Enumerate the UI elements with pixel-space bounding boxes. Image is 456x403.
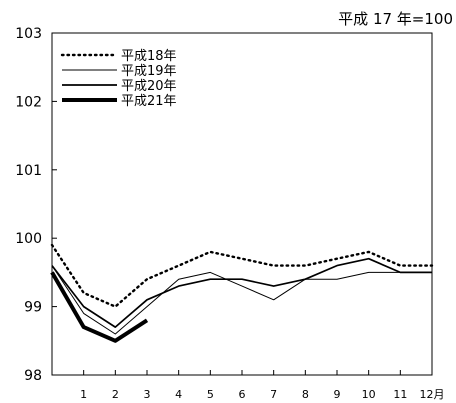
x-tick-label: 8 xyxy=(302,388,309,401)
y-tick-label: 99 xyxy=(24,300,42,316)
y-tick-label: 103 xyxy=(15,26,42,42)
x-tick-label: 3 xyxy=(144,388,151,401)
legend-label-1: 平成18年 xyxy=(121,49,177,64)
chart-title: 平成 17 年=100 xyxy=(338,10,453,28)
legend-label-3: 平成20年 xyxy=(121,79,177,94)
x-tick-label: 12月 xyxy=(420,388,445,401)
x-tick-label: 7 xyxy=(270,388,277,401)
y-axis: 98 99 100 101 102 103 xyxy=(15,26,57,384)
x-tick-label: 4 xyxy=(175,388,182,401)
x-tick-label: 11 xyxy=(393,388,407,401)
y-tick-label: 98 xyxy=(24,368,42,384)
y-tick-label: 101 xyxy=(15,163,42,179)
series-line-2 xyxy=(51,265,432,335)
y-tick-label: 100 xyxy=(15,231,42,247)
series-line-1 xyxy=(50,243,434,308)
x-tick-label: 6 xyxy=(239,388,246,401)
series-line-4 xyxy=(50,271,149,343)
x-tick-label: 10 xyxy=(362,388,376,401)
legend-label-4: 平成21年 xyxy=(121,94,177,109)
y-tick-label: 102 xyxy=(15,94,42,110)
legend-label-2: 平成19年 xyxy=(121,64,177,79)
series-layer xyxy=(50,243,434,343)
x-tick-label: 2 xyxy=(112,388,119,401)
x-tick-label: 5 xyxy=(207,388,214,401)
x-tick-label: 9 xyxy=(334,388,341,401)
x-axis: 1 2 3 4 5 6 7 8 9 10 11 12月 xyxy=(80,370,445,401)
series-line-3 xyxy=(51,257,432,328)
x-tick-label: 1 xyxy=(80,388,87,401)
